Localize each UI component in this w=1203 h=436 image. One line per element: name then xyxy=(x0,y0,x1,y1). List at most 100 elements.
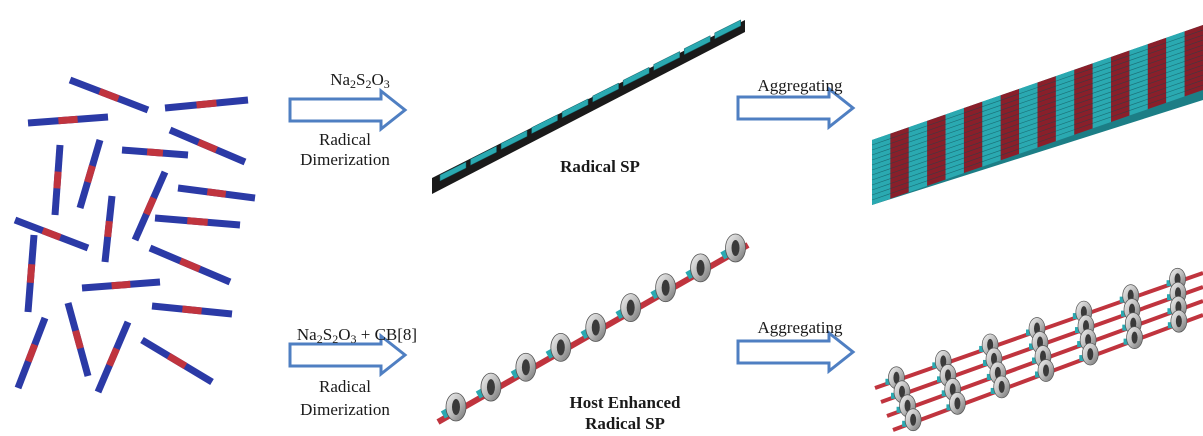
monomer-rod-center xyxy=(196,99,217,109)
top-radical-label: Radical xyxy=(319,130,371,149)
cb8-ring-hole xyxy=(452,399,460,415)
aggregate-stripe-red xyxy=(1147,37,1167,110)
monomer-rod-center xyxy=(72,329,84,350)
tape-segment xyxy=(714,19,741,40)
bottom-dimerization-label: Dimerization xyxy=(300,400,390,419)
aggregate-stripe xyxy=(1055,69,1075,142)
radical-sp-tape xyxy=(432,19,745,194)
aggregate-line xyxy=(871,49,1203,166)
top-dimerization-label: Dimerization xyxy=(300,150,390,169)
aggregate-stripe-red xyxy=(1111,50,1130,122)
monomer-rod-center xyxy=(41,227,62,241)
aggregate-stripe-red xyxy=(927,114,946,186)
cb8-ring-hole xyxy=(486,379,495,396)
radical-sp-label: Radical SP xyxy=(560,157,640,176)
aggregate-ring-hole xyxy=(904,399,911,412)
cb8-ring-hole xyxy=(696,259,705,276)
monomer-rod-center xyxy=(197,138,218,154)
aggregate-ring-hole xyxy=(1043,364,1049,377)
aggregate-line xyxy=(871,54,1203,171)
monomer-rod-center xyxy=(58,115,78,125)
aggregate-ring-hole xyxy=(893,371,900,384)
aggregate-stripe-red xyxy=(890,127,909,199)
aggregate-ring-hole xyxy=(899,385,905,398)
aggregate-stripe xyxy=(872,133,891,205)
aggregate-ring-hole xyxy=(994,366,1001,379)
cb8-ring-hole xyxy=(661,279,670,296)
aggregate-ring-hole xyxy=(949,383,956,396)
monomer-rod-center xyxy=(166,352,188,370)
aggregate-stripe xyxy=(1129,44,1148,116)
host-enhanced-sp-chain xyxy=(436,233,750,425)
monomer-rod-center xyxy=(146,148,164,157)
monomer-rod-center xyxy=(24,343,39,363)
tape-segment xyxy=(653,51,680,71)
block-arrow xyxy=(288,87,408,133)
cb8-ring-hole xyxy=(626,299,635,316)
aggregate-stripe-red xyxy=(1074,63,1093,135)
tape-segment xyxy=(622,66,650,87)
aggregate-line xyxy=(871,59,1203,176)
aggregate-ring-hole xyxy=(910,413,917,426)
aggregate-stripe xyxy=(982,95,1001,167)
aggregate-stripe-red xyxy=(1000,88,1020,161)
tape-segment xyxy=(561,98,589,119)
aggregate-line xyxy=(871,64,1203,181)
monomer-rod-center xyxy=(53,171,62,189)
aggregate-line xyxy=(871,69,1203,186)
aggregate-line xyxy=(871,84,1203,201)
monomer-rod-center xyxy=(182,305,202,315)
tape-segment xyxy=(439,161,467,182)
aggregate-ring-hole xyxy=(1175,315,1182,328)
aggregate-line xyxy=(871,44,1203,161)
aggregate-line xyxy=(871,79,1203,196)
aggregate-ring-hole xyxy=(1087,348,1094,361)
aggregate-stripe xyxy=(945,108,964,180)
tape-segment xyxy=(470,145,497,166)
aggregated-host-enhanced-sp xyxy=(874,267,1203,432)
monomer-rod-center xyxy=(106,347,120,367)
block-arrow xyxy=(736,85,856,131)
aggregate-ring-hole xyxy=(998,380,1005,393)
aggregate-stripe-red xyxy=(1037,76,1056,148)
aggregate-stripe xyxy=(908,120,928,193)
tape-segment xyxy=(531,114,558,135)
tape-segment xyxy=(592,82,619,103)
tape-segment xyxy=(683,35,711,56)
aggregate-ring-hole xyxy=(987,338,994,351)
aggregate-ring-hole xyxy=(1131,331,1138,344)
host-enhanced-label: Host Enhanced xyxy=(569,393,681,412)
monomer-rod-center xyxy=(26,263,36,284)
cb8-ring-hole xyxy=(591,319,600,336)
bottom-radical-label: Radical xyxy=(319,377,371,396)
aggregate-stripe xyxy=(1092,56,1112,129)
cb8-ring-hole xyxy=(521,359,530,376)
block-arrow xyxy=(288,332,408,378)
aggregate-stripe-red xyxy=(963,101,983,174)
aggregate-ring-hole xyxy=(991,352,997,365)
bottom-aggregating-label: Aggregating xyxy=(757,318,843,337)
monomer-rod-center xyxy=(98,88,120,102)
aggregate-ring-hole xyxy=(940,355,947,368)
monomer-rod-center xyxy=(187,217,208,226)
aggregate-ring-hole xyxy=(954,397,961,410)
top-reagent-label: Na2S2O3 xyxy=(330,70,390,91)
aggregate-stripe xyxy=(1019,82,1038,154)
block-arrow xyxy=(736,329,856,375)
cb8-ring-hole xyxy=(731,239,740,256)
monomer-rod-center xyxy=(143,196,157,216)
aggregated-radical-sp xyxy=(871,25,1203,205)
top-aggregating-label: Aggregating xyxy=(757,76,843,95)
monomer-rod-center xyxy=(84,164,96,184)
monomer-rods xyxy=(13,76,256,394)
aggregate-line xyxy=(871,74,1203,191)
aggregate-line xyxy=(871,39,1203,156)
aggregate-ring-hole xyxy=(945,369,951,382)
aggregate-line xyxy=(871,34,1203,151)
aggregate-stripe xyxy=(1166,31,1185,103)
aggregate-line xyxy=(871,29,1203,146)
aggregate-stripe-red xyxy=(1184,25,1203,97)
tape-segment xyxy=(500,130,528,150)
monomer-rod-center xyxy=(104,220,113,238)
